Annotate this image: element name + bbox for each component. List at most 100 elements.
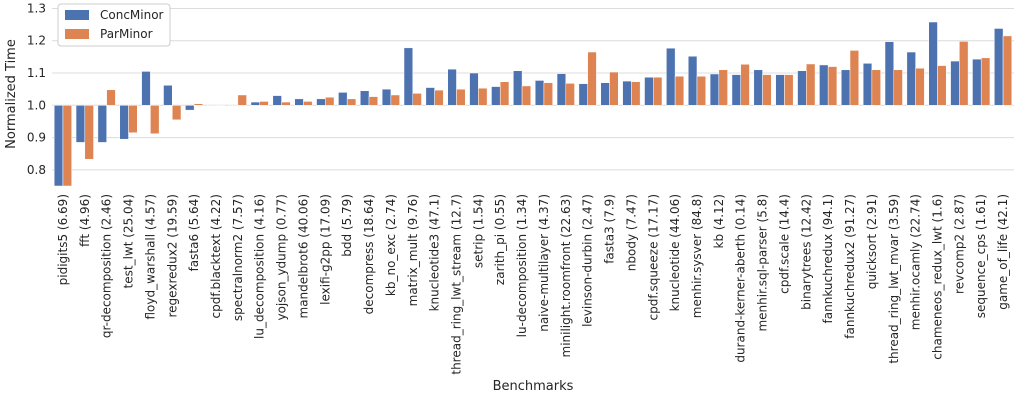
bar-concminor-5 xyxy=(163,85,173,106)
x-tick-label: cpdf.scale (14.4) xyxy=(777,194,791,294)
legend-label-parminor: ParMinor xyxy=(100,27,153,41)
bar-parminor-19 xyxy=(478,87,488,106)
y-tick-labels: 0.8 0.9 1.0 1.1 1.2 1.3 xyxy=(27,1,46,176)
bar-parminor-32 xyxy=(762,74,772,106)
bar-parminor-29 xyxy=(696,75,706,106)
x-tick-label: floyd_warshall (4.57) xyxy=(143,194,157,320)
bar-concminor-6 xyxy=(185,105,195,111)
bar-concminor-20 xyxy=(491,86,501,106)
bar-parminor-40 xyxy=(937,65,947,106)
bar-concminor-21 xyxy=(513,70,523,106)
bar-parminor-22 xyxy=(543,82,553,106)
x-tick-label: binarytrees (12.42) xyxy=(799,194,813,310)
x-tick-label: bdd (5.79) xyxy=(340,194,354,257)
x-tick-label: fft (4.96) xyxy=(78,194,92,247)
bar-parminor-24 xyxy=(587,51,597,106)
bar-parminor-43 xyxy=(1002,35,1013,106)
bar-parminor-37 xyxy=(871,69,881,106)
x-tick-label: knucleotide3 (47.1) xyxy=(428,194,442,311)
bar-parminor-4 xyxy=(150,105,160,134)
bar-parminor-7 xyxy=(215,105,225,107)
x-tick-label: kb_no_exc (2.74) xyxy=(384,194,398,296)
y-tick-label: 0.9 xyxy=(27,131,46,145)
bar-parminor-35 xyxy=(827,66,838,106)
bar-concminor-3 xyxy=(119,105,129,140)
bar-concminor-32 xyxy=(753,69,763,106)
bar-parminor-2 xyxy=(106,89,116,106)
bar-parminor-30 xyxy=(718,69,728,106)
bar-concminor-10 xyxy=(272,95,282,106)
bar-concminor-4 xyxy=(141,71,151,106)
x-tick-label: lu-decomposition (1.34) xyxy=(515,194,529,337)
x-tick-label: decompress (18.64) xyxy=(362,194,376,314)
x-tick-label: game_of_life (42.1) xyxy=(996,194,1010,310)
x-tick-label: menhir.ocamly (22.74) xyxy=(909,194,923,330)
x-tick-label: naive-multilayer (4.37) xyxy=(537,194,551,332)
x-tick-label: pidigits5 (6.69) xyxy=(56,194,70,285)
y-tick-label: 1.2 xyxy=(27,34,46,48)
bar-concminor-43 xyxy=(994,28,1004,106)
bar-parminor-31 xyxy=(740,64,750,106)
x-tick-label: regexredux2 (19.59) xyxy=(165,194,179,318)
x-tick-label: fannkuchredux2 (91.27) xyxy=(843,194,857,339)
x-tick-label: qr-decomposition (2.46) xyxy=(100,194,114,338)
bar-parminor-5 xyxy=(172,105,182,121)
bar-concminor-24 xyxy=(578,83,588,106)
x-tick-label: thread_ring_lwt_stream (12.7) xyxy=(450,194,464,375)
x-tick-label: spectralnorm2 (7.57) xyxy=(231,194,245,321)
bar-parminor-42 xyxy=(980,57,991,106)
bar-concminor-22 xyxy=(534,80,545,106)
bar-parminor-25 xyxy=(609,71,619,106)
bar-concminor-11 xyxy=(294,98,304,106)
legend-swatch-parminor xyxy=(65,29,89,39)
x-tick-label: thread_ring_lwt_mvar (3.59) xyxy=(887,194,901,364)
bars xyxy=(53,21,1013,187)
bar-parminor-3 xyxy=(128,105,138,133)
x-tick-label: menhir.sysver (84.8) xyxy=(690,194,704,318)
bar-concminor-13 xyxy=(338,92,348,106)
bar-concminor-28 xyxy=(666,47,676,106)
bar-parminor-18 xyxy=(456,88,466,106)
bar-parminor-20 xyxy=(499,81,510,106)
bar-parminor-39 xyxy=(915,67,925,106)
bar-parminor-33 xyxy=(784,74,794,106)
bar-concminor-34 xyxy=(797,70,807,106)
bar-parminor-17 xyxy=(434,89,444,106)
x-tick-label: quicksort (2.91) xyxy=(865,194,879,289)
bar-parminor-21 xyxy=(521,85,532,106)
bar-concminor-39 xyxy=(906,51,916,106)
bar-parminor-27 xyxy=(653,76,663,106)
bar-concminor-41 xyxy=(950,60,960,106)
bar-parminor-13 xyxy=(346,98,357,106)
x-tick-label: lexifi-g2pp (17.09) xyxy=(318,194,332,305)
bar-concminor-17 xyxy=(425,87,435,106)
bar-concminor-12 xyxy=(316,98,326,106)
bar-concminor-29 xyxy=(687,55,698,106)
bar-concminor-23 xyxy=(556,73,567,106)
bar-parminor-26 xyxy=(631,81,641,106)
legend-swatch-concminor xyxy=(65,10,89,20)
bar-concminor-16 xyxy=(403,47,414,106)
x-axis-label: Benchmarks xyxy=(493,379,574,394)
bar-concminor-27 xyxy=(644,76,654,106)
x-tick-label: cpdf.squeeze (17.17) xyxy=(646,194,660,320)
bar-concminor-1 xyxy=(75,105,86,143)
bar-parminor-9 xyxy=(259,101,269,106)
bar-parminor-23 xyxy=(565,83,575,106)
bar-parminor-36 xyxy=(849,50,860,106)
x-tick-label: cpdf.blacktext (4.22) xyxy=(209,194,223,318)
x-tick-label: nbody (7.47) xyxy=(624,194,638,271)
bar-parminor-38 xyxy=(893,69,903,106)
bar-concminor-14 xyxy=(360,90,370,106)
bar-concminor-8 xyxy=(228,105,239,107)
x-tick-label: lu_decomposition (4.16) xyxy=(253,194,267,339)
bar-concminor-33 xyxy=(775,74,785,106)
bar-parminor-1 xyxy=(84,105,94,160)
x-tick-label: revcomp2 (2.87) xyxy=(952,194,966,294)
bar-parminor-14 xyxy=(368,96,379,106)
bar-parminor-12 xyxy=(325,96,335,106)
x-tick-labels: pidigits5 (6.69) fft (4.96) qr-decompositi… xyxy=(56,194,1010,375)
legend-label-concminor: ConcMinor xyxy=(100,8,164,22)
x-tick-label: matrix_mult (9.76) xyxy=(406,194,420,306)
